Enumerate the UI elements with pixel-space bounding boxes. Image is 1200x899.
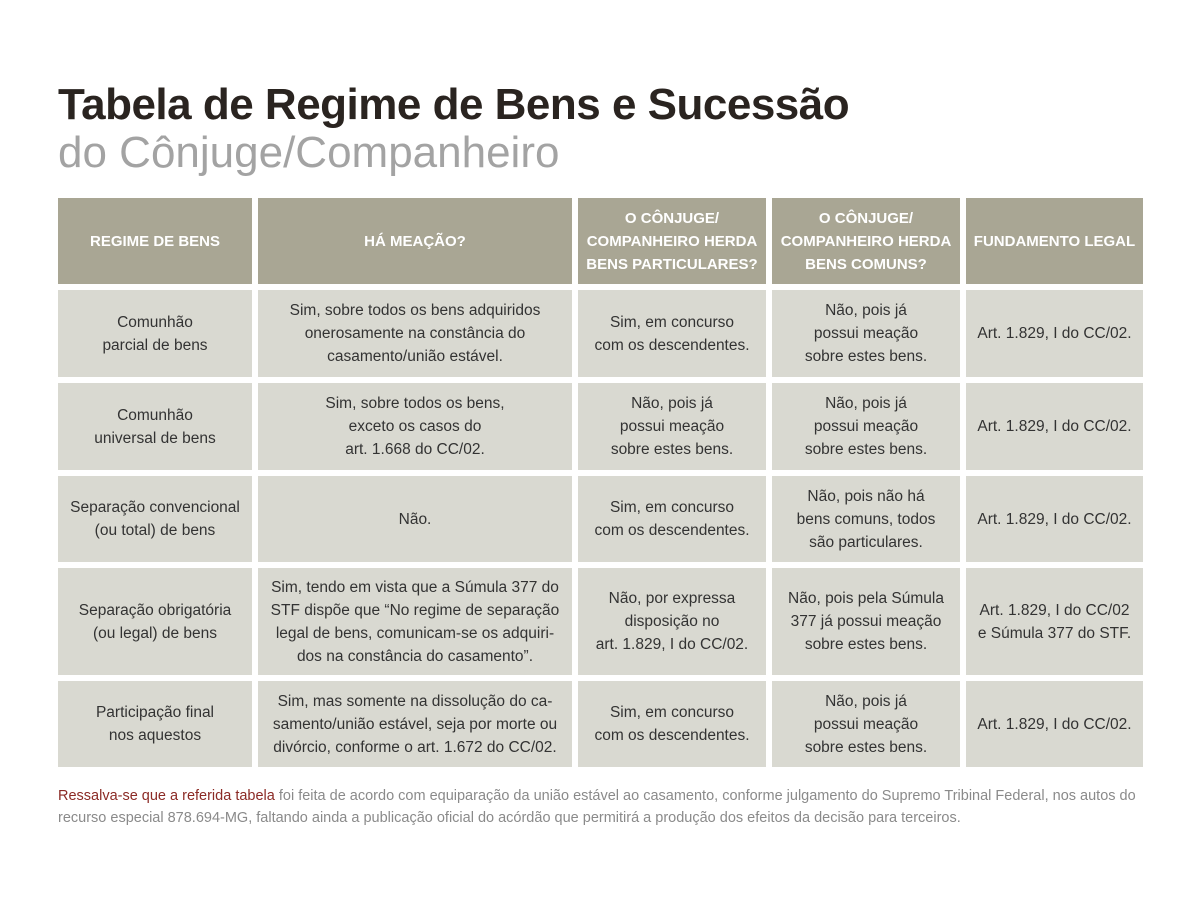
footnote-text: foi feita de acordo com equiparação da u… bbox=[58, 787, 1136, 826]
cell-fundamento: Art. 1.829, I do CC/02. bbox=[966, 383, 1143, 470]
cell-meacao: Não. bbox=[258, 476, 572, 562]
cell-meacao: Sim, tendo em vista que a Súmula 377 do … bbox=[258, 568, 572, 675]
cell-herda-particulares: Sim, em concurso com os descendentes. bbox=[578, 681, 766, 767]
cell-meacao: Sim, sobre todos os bens, exceto os caso… bbox=[258, 383, 572, 470]
cell-fundamento: Art. 1.829, I do CC/02. bbox=[966, 290, 1143, 377]
cell-herda-comuns: Não, pois já possui meação sobre estes b… bbox=[772, 290, 960, 377]
cell-regime: Comunhão parcial de bens bbox=[58, 290, 252, 377]
cell-fundamento: Art. 1.829, I do CC/02 e Súmula 377 do S… bbox=[966, 568, 1143, 675]
cell-regime: Separação obrigatória (ou legal) de bens bbox=[58, 568, 252, 675]
header-herda-particulares: O CÔNJUGE/ COMPANHEIRO HERDA BENS PARTIC… bbox=[578, 198, 766, 284]
cell-regime: Comunhão universal de bens bbox=[58, 383, 252, 470]
cell-herda-comuns: Não, pois já possui meação sobre estes b… bbox=[772, 681, 960, 767]
cell-herda-comuns: Não, pois pela Súmula 377 já possui meaç… bbox=[772, 568, 960, 675]
header-regime: REGIME DE BENS bbox=[58, 198, 252, 284]
cell-regime: Separação convencional (ou total) de ben… bbox=[58, 476, 252, 562]
header-herda-comuns: O CÔNJUGE/ COMPANHEIRO HERDA BENS COMUNS… bbox=[772, 198, 960, 284]
cell-herda-particulares: Sim, em concurso com os descendentes. bbox=[578, 290, 766, 377]
cell-fundamento: Art. 1.829, I do CC/02. bbox=[966, 476, 1143, 562]
footnote: Ressalva-se que a referida tabela foi fe… bbox=[58, 785, 1178, 829]
header-fundamento: FUNDAMENTO LEGAL bbox=[966, 198, 1143, 284]
cell-regime: Participação final nos aquestos bbox=[58, 681, 252, 767]
cell-herda-particulares: Não, pois já possui meação sobre estes b… bbox=[578, 383, 766, 470]
cell-herda-particulares: Não, por expressa disposição no art. 1.8… bbox=[578, 568, 766, 675]
cell-herda-comuns: Não, pois já possui meação sobre estes b… bbox=[772, 383, 960, 470]
cell-meacao: Sim, sobre todos os bens adquiridos oner… bbox=[258, 290, 572, 377]
cell-meacao: Sim, mas somente na dissolução do ca- sa… bbox=[258, 681, 572, 767]
cell-herda-particulares: Sim, em concurso com os descendentes. bbox=[578, 476, 766, 562]
cell-herda-comuns: Não, pois não há bens comuns, todos são … bbox=[772, 476, 960, 562]
cell-fundamento: Art. 1.829, I do CC/02. bbox=[966, 681, 1143, 767]
page-subtitle: do Cônjuge/Companheiro bbox=[58, 128, 560, 177]
footnote-highlight: Ressalva-se que a referida tabela bbox=[58, 787, 275, 804]
page-title: Tabela de Regime de Bens e Sucessão bbox=[58, 80, 850, 129]
header-meacao: HÁ MEAÇÃO? bbox=[258, 198, 572, 284]
